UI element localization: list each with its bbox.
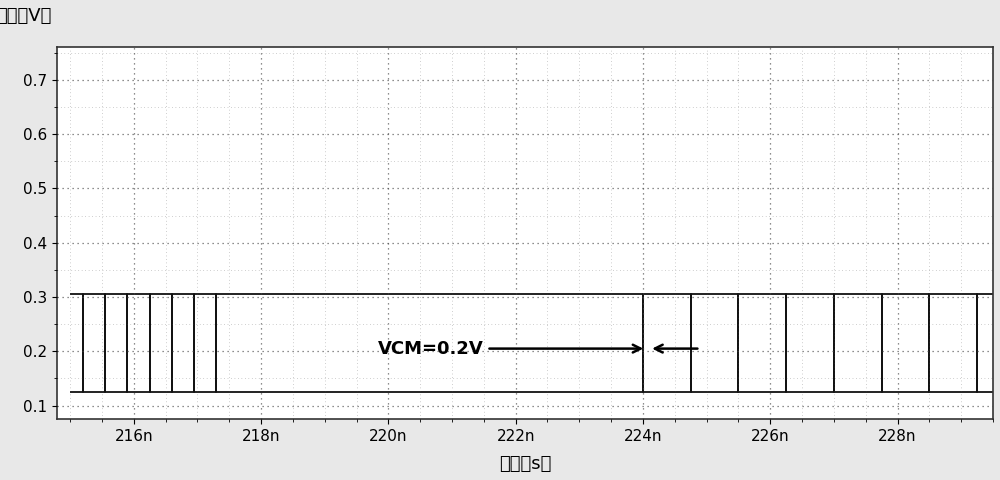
Text: VCM=0.2V: VCM=0.2V bbox=[378, 340, 641, 358]
Text: 电压（V）: 电压（V） bbox=[0, 7, 52, 25]
X-axis label: 时间（s）: 时间（s） bbox=[499, 455, 551, 473]
